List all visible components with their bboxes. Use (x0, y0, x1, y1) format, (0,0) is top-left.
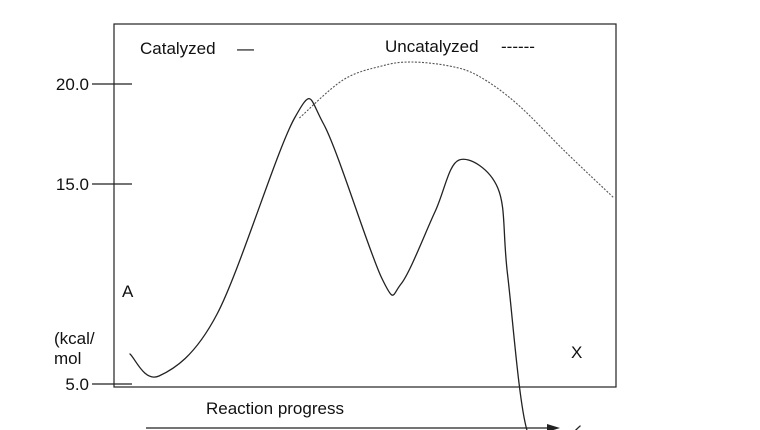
y-axis-label-line-2: mol (54, 349, 81, 368)
x-axis-arrow-head (547, 424, 560, 430)
y-tick-label-1: 15.0 (56, 175, 89, 194)
annotation-end-label: X (571, 343, 582, 362)
series-line-catalyzed (129, 98, 581, 430)
y-axis-label-line-1: (kcal/ (54, 329, 95, 348)
plot-frame (113, 23, 617, 388)
x-axis-label: Reaction progress (206, 399, 344, 418)
legend-catalyzed-label: Catalyzed (140, 39, 216, 58)
y-tick-label-0: 5.0 (65, 375, 89, 394)
annotation-start-label: A (122, 282, 134, 301)
legend-uncatalyzed-marker: ------ (501, 37, 535, 56)
legend-catalyzed-marker: — (237, 39, 254, 58)
y-tick-label-2: 20.0 (56, 75, 89, 94)
series-line-uncatalyzed (299, 61, 615, 199)
legend-uncatalyzed-label: Uncatalyzed (385, 37, 479, 56)
